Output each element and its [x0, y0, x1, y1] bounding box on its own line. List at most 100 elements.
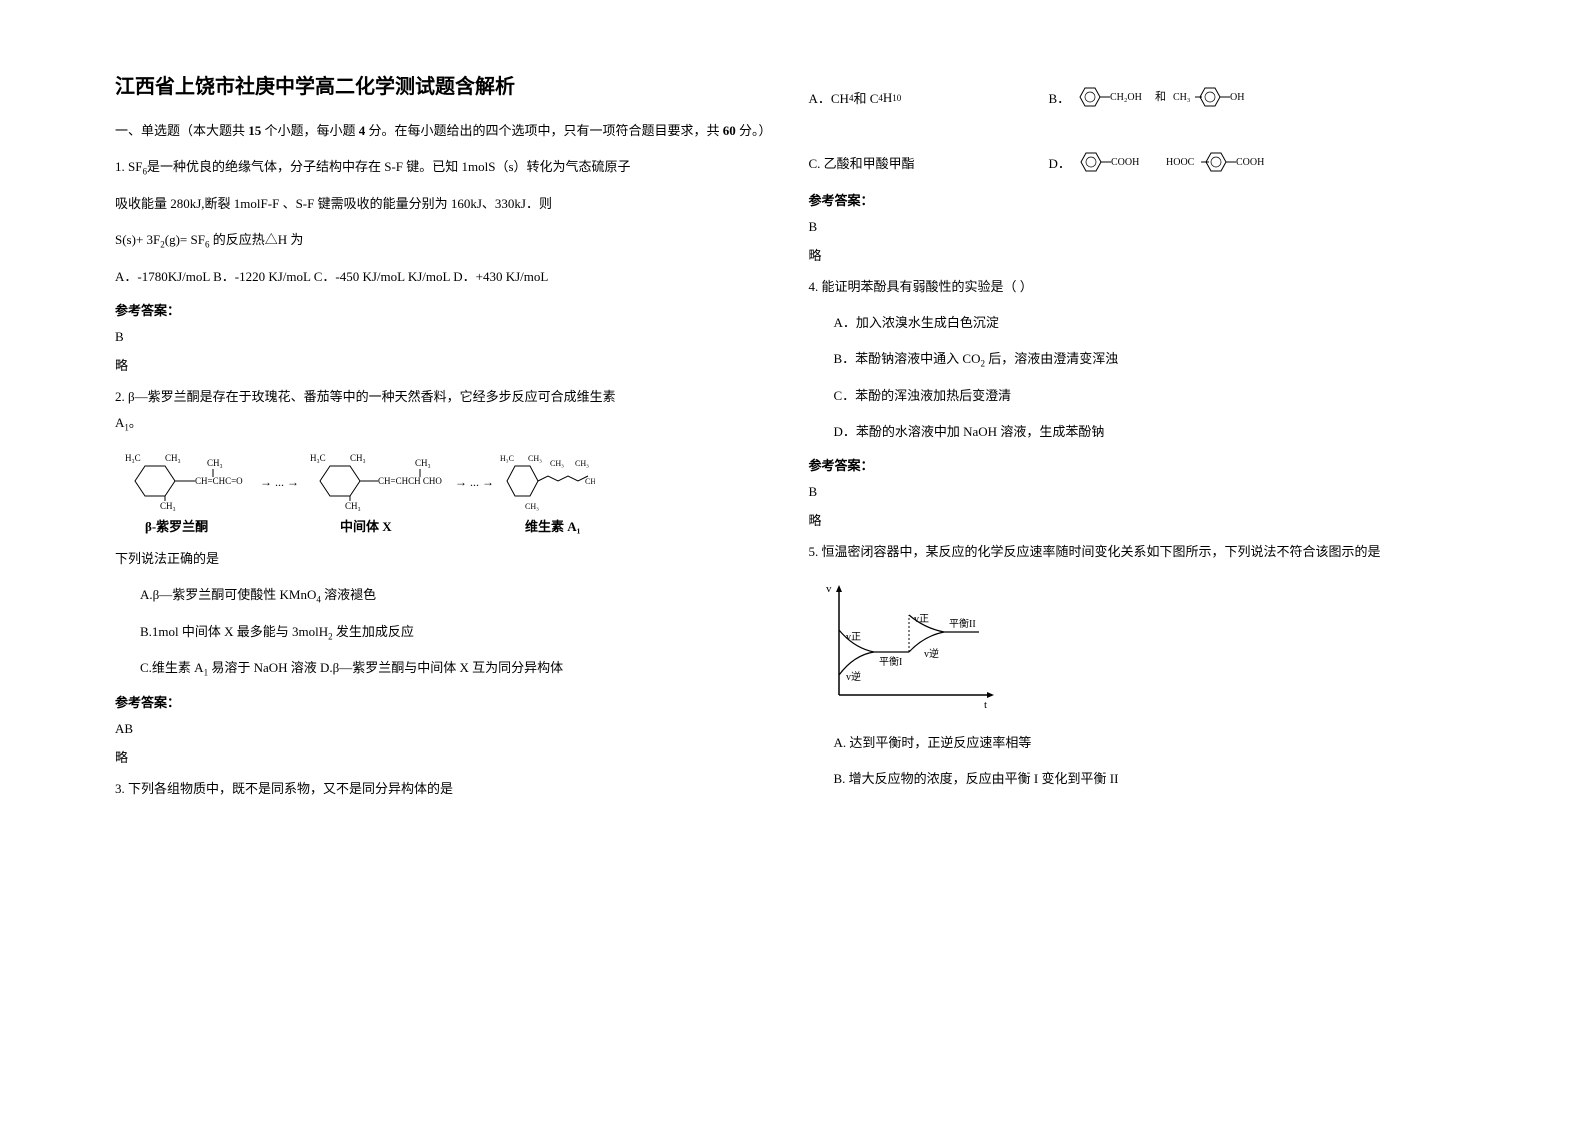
- rate-graph-svg: v t v正 v逆 平衡I v正 v逆 平衡II: [824, 580, 1004, 710]
- benzene-svg: CH₂OH 和 CH₃ OH: [1070, 80, 1270, 115]
- svg-text:H₃C: H₃C: [500, 454, 514, 463]
- q3-optC: C. 乙酸和甲酸甲酯: [809, 153, 915, 172]
- q3-optA: 和 C: [853, 88, 878, 107]
- diagram-label-3: 维生素 A₁: [525, 519, 581, 534]
- svg-text:CH₃: CH₃: [575, 459, 589, 468]
- q5-optA: A. 达到平衡时，正逆反应速率相等: [834, 730, 1473, 756]
- q2-optA: 溶液褪色: [321, 587, 376, 602]
- heading-bold: 15: [248, 123, 261, 138]
- q2-line1: 。: [129, 415, 142, 430]
- q4-answer: B: [809, 484, 1473, 500]
- q1-line3: 的反应热△H 为: [209, 232, 303, 247]
- q3-sub: 10: [892, 93, 901, 103]
- q1-line2: 吸收能量 280kJ,断裂 1molF-F 、S-F 键需吸收的能量分别为 16…: [115, 191, 779, 217]
- q3-optD: D． COOH HOOC COOH: [1049, 145, 1301, 180]
- svg-text:CH=CHCH CHO: CH=CHCH CHO: [378, 476, 442, 486]
- q2-optB: B.1mol 中间体 X 最多能与 3molH2 发生加成反应: [140, 619, 779, 646]
- q2-line2: 下列说法正确的是: [115, 546, 779, 572]
- svg-text:CH₃: CH₃: [550, 459, 564, 468]
- q4-note: 略: [809, 510, 1473, 529]
- q2-note: 略: [115, 747, 779, 766]
- answer-label: 参考答案：: [115, 300, 779, 319]
- section-heading: 一、单选题（本大题共 15 个小题，每小题 4 分。在每小题给出的四个选项中，只…: [115, 119, 779, 142]
- chem-structure-svg: H₃C CH₃ CH=CHC=O CH₃ CH₃ → ... → H₃C CH₃…: [115, 446, 595, 536]
- svg-text:CH₃: CH₃: [345, 501, 361, 511]
- svg-text:H₃C: H₃C: [125, 453, 141, 463]
- svg-text:CH₃: CH₃: [415, 458, 431, 468]
- q1-line3: S(s)+ 3F: [115, 232, 160, 247]
- q3-answer: B: [809, 219, 1473, 235]
- q4-optB: B．苯酚钠溶液中通入 CO: [834, 351, 981, 366]
- svg-text:→ ... →: → ... →: [455, 475, 494, 489]
- answer-label: 参考答案：: [809, 190, 1473, 209]
- heading-text: 一、单选题（本大题共: [115, 123, 248, 138]
- q3-optA: H: [883, 90, 892, 106]
- q3-text: 3. 下列各组物质中，既不是同系物，又不是同分异构体的是: [115, 776, 779, 802]
- q3-note: 略: [809, 245, 1473, 264]
- q1-line1: 1. SF: [115, 159, 142, 174]
- q2-optA: A.β—紫罗兰酮可使酸性 KMnO: [140, 587, 316, 602]
- q1-note: 略: [115, 355, 779, 374]
- q1-line3: (g)= SF: [165, 232, 205, 247]
- q2-diagram: H₃C CH₃ CH=CHC=O CH₃ CH₃ → ... → H₃C CH₃…: [115, 446, 779, 536]
- q4-optB: B．苯酚钠溶液中通入 CO2 后，溶液由澄清变浑浊: [834, 346, 1473, 373]
- q2-line1: A: [115, 415, 124, 430]
- svg-text:CH₃: CH₃: [160, 501, 176, 511]
- q4-optC: C．苯酚的浑浊液加热后变澄清: [834, 383, 1473, 409]
- svg-text:CH₂OH: CH₂OH: [585, 477, 595, 486]
- svg-text:CH₃: CH₃: [207, 458, 223, 468]
- svg-text:H₃C: H₃C: [310, 453, 326, 463]
- graph-label: v正: [846, 632, 861, 643]
- graph-label: 平衡I: [879, 656, 902, 668]
- chem-label: COOH: [1111, 157, 1139, 168]
- chem-label: OH: [1230, 92, 1244, 103]
- q1-line3: S(s)+ 3F2(g)= SF6 的反应热△H 为: [115, 227, 779, 254]
- chem-label: HOOC: [1166, 157, 1195, 168]
- graph-label: v逆: [924, 647, 939, 660]
- svg-text:CH=CHC=O: CH=CHC=O: [195, 476, 243, 486]
- diagram-label-1: β-紫罗兰酮: [145, 519, 208, 534]
- chem-label: 和: [1155, 90, 1166, 103]
- q2-text: 2. β—紫罗兰酮是存在于玫瑰花、番茄等中的一种天然香料，它经多步反应可合成维生…: [115, 384, 779, 437]
- right-column: A．CH4 和 C4H10 B． CH₂OH 和 CH₃ OH C. 乙酸和甲酸…: [794, 70, 1488, 1092]
- q2-optB: B.1mol 中间体 X 最多能与 3molH: [140, 624, 328, 639]
- q1-answer: B: [115, 329, 779, 345]
- svg-text:CH₃: CH₃: [165, 453, 181, 463]
- q3-row1: A．CH4 和 C4H10 B． CH₂OH 和 CH₃ OH: [809, 80, 1473, 115]
- q4-text: 4. 能证明苯酚具有弱酸性的实验是（ ）: [809, 274, 1473, 300]
- q3-optB-label: B．: [1049, 88, 1071, 107]
- svg-text:CH₃: CH₃: [525, 502, 539, 511]
- q3-row2: C. 乙酸和甲酸甲酯 D． COOH HOOC COOH: [809, 145, 1473, 180]
- q2-answer: AB: [115, 721, 779, 737]
- heading-bold: 60: [723, 123, 736, 138]
- heading-text: 分。在每小题给出的四个选项中，只有一项符合题目要求，共: [365, 123, 723, 138]
- q4-optD: D．苯酚的水溶液中加 NaOH 溶液，生成苯酚钠: [834, 419, 1473, 445]
- q3-optB: B． CH₂OH 和 CH₃ OH: [1049, 80, 1271, 115]
- y-axis-label: v: [826, 583, 832, 595]
- q2-optB: 发生加成反应: [333, 624, 414, 639]
- q3-optC: C. 乙酸和甲酸甲酯: [809, 153, 1009, 172]
- q2-optC: 易溶于 NaOH 溶液 D.β—紫罗兰酮与中间体 X 互为同分异构体: [208, 660, 563, 675]
- svg-text:CH₃: CH₃: [350, 453, 366, 463]
- benzene-svg: COOH HOOC COOH: [1071, 145, 1301, 180]
- chem-label: CH₃: [1173, 92, 1190, 103]
- svg-text:→ ... →: → ... →: [260, 475, 299, 489]
- chem-label: COOH: [1236, 157, 1264, 168]
- q5-optB: B. 增大反应物的浓度，反应由平衡 I 变化到平衡 II: [834, 766, 1473, 792]
- left-column: 江西省上饶市社庚中学高二化学测试题含解析 一、单选题（本大题共 15 个小题，每…: [100, 70, 794, 1092]
- q4-optA: A．加入浓溴水生成白色沉淀: [834, 310, 1473, 336]
- diagram-label-2: 中间体 X: [340, 519, 392, 534]
- q1-options: A．-1780KJ/moL B．-1220 KJ/moL C．-450 KJ/m…: [115, 264, 779, 290]
- q2-line1: 2. β—紫罗兰酮是存在于玫瑰花、番茄等中的一种天然香料，它经多步反应可合成维生…: [115, 389, 616, 404]
- q5-graph: v t v正 v逆 平衡I v正 v逆 平衡II: [824, 580, 1473, 715]
- graph-label: v正: [914, 614, 929, 625]
- q1-line1: 是一种优良的绝缘气体，分子结构中存在 S-F 键。已知 1molS（s）转化为气…: [147, 159, 631, 174]
- heading-text: 分。）: [736, 123, 772, 138]
- page-title: 江西省上饶市社庚中学高二化学测试题含解析: [115, 70, 779, 99]
- answer-label: 参考答案：: [809, 455, 1473, 474]
- q2-optC: C.维生素 A1 易溶于 NaOH 溶液 D.β—紫罗兰酮与中间体 X 互为同分…: [140, 655, 779, 682]
- x-axis-label: t: [984, 699, 987, 710]
- heading-text: 个小题，每小题: [261, 123, 359, 138]
- q4-optB: 后，溶液由澄清变浑浊: [985, 351, 1118, 366]
- graph-label: v逆: [846, 670, 861, 683]
